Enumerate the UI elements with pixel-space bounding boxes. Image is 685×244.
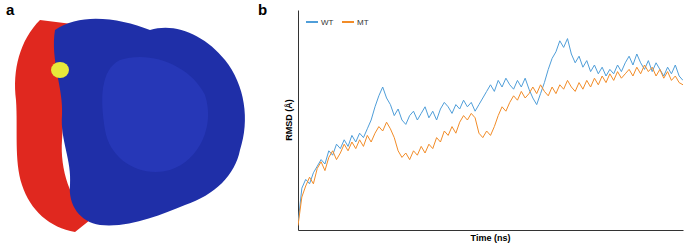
y-axis-title: RMSD (Å) [284, 99, 294, 141]
legend-swatch [342, 21, 354, 23]
series-line [298, 65, 683, 226]
panel-label: b [258, 1, 267, 18]
surface-yellow [51, 62, 69, 78]
x-axis [299, 230, 684, 231]
panel-a-image [15, 19, 245, 232]
y-axis-line [298, 11, 299, 231]
legend-item: WT [306, 18, 334, 27]
surface-blue-shade [102, 57, 208, 172]
series-line [298, 39, 683, 224]
y-axis [298, 11, 299, 231]
plot-area [298, 39, 683, 226]
surface-blue [54, 19, 245, 226]
legend-label: MT [357, 18, 369, 27]
x-axis-title: Time (ns) [471, 233, 511, 243]
figure: a b Time (ns) RMSD (Å) WT MT [0, 0, 685, 244]
legend-label: WT [321, 18, 334, 27]
legend-swatch [306, 21, 318, 23]
x-axis-line [299, 230, 684, 231]
panel-label: a [6, 1, 15, 18]
legend-item: MT [342, 18, 369, 27]
legend: WT MT [306, 18, 369, 27]
